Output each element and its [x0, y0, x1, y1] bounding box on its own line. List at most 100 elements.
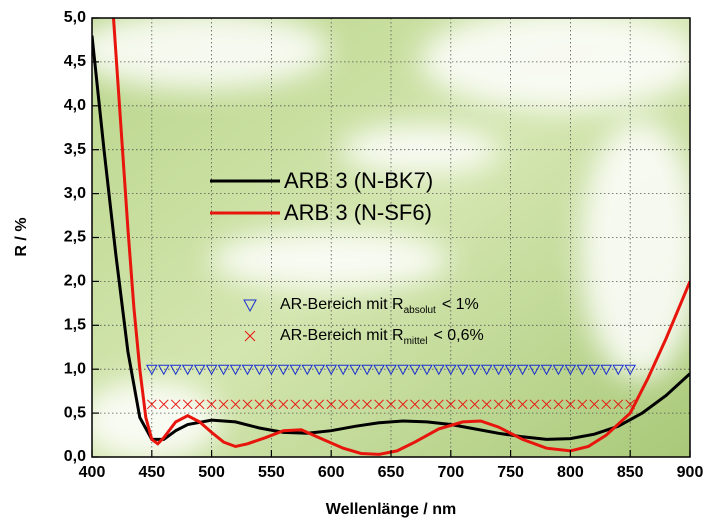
marker-cross: [146, 399, 157, 410]
marker-triangle: [229, 364, 242, 376]
marker-triangle: [516, 364, 529, 376]
marker-cross: [182, 399, 193, 410]
marker-cross: [290, 399, 301, 410]
marker-triangle: [552, 364, 565, 376]
marker-cross: [469, 399, 480, 410]
marker-triangle: [540, 364, 553, 376]
legend-swatch: [244, 330, 256, 342]
marker-cross: [170, 399, 181, 410]
y-tick-label: 5,0: [64, 9, 86, 26]
marker-cross: [445, 399, 456, 410]
x-tick-label: 900: [677, 464, 704, 481]
marker-cross: [613, 399, 624, 410]
marker-triangle: [444, 364, 457, 376]
marker-triangle: [157, 364, 170, 376]
y-tick-label: 3,5: [64, 141, 86, 158]
marker-cross: [374, 399, 384, 410]
marker-triangle: [385, 364, 397, 376]
x-tick-label: 850: [617, 464, 644, 481]
marker-triangle: [397, 364, 409, 376]
marker-triangle: [289, 364, 302, 376]
marker-triangle: [217, 364, 230, 376]
legend-label: ARB 3 (N-BK7): [284, 168, 433, 193]
marker-triangle: [193, 364, 206, 376]
x-tick-label: 400: [79, 464, 106, 481]
y-tick-label: 3,0: [64, 185, 86, 202]
marker-triangle: [145, 364, 158, 376]
marker-cross: [517, 399, 528, 410]
marker-cross: [266, 399, 277, 410]
legend-label: AR-Bereich mit Rmittel < 0,6%: [280, 327, 484, 346]
x-tick-label: 500: [198, 464, 225, 481]
legend-label: AR-Bereich mit Rabsolut < 1%: [280, 296, 479, 315]
data-line: [112, 18, 690, 456]
legend-label-main: AR-Bereich mit R: [280, 327, 404, 344]
marker-cross: [254, 399, 265, 410]
marker-cross: [457, 399, 468, 410]
marker-cross: [362, 399, 372, 410]
marker-triangle: [169, 364, 182, 376]
legend-label: ARB 3 (N-SF6): [284, 200, 432, 225]
marker-triangle: [588, 364, 601, 376]
y-tick-label: 0,5: [64, 404, 86, 421]
y-tick-label: 2,5: [64, 229, 86, 246]
marker-triangle: [480, 364, 493, 376]
legend-label-suffix: < 1%: [442, 296, 479, 313]
marker-cross: [218, 399, 229, 410]
legend-label-suffix: < 0,6%: [433, 327, 483, 344]
marker-triangle: [349, 364, 361, 376]
background: [92, 18, 690, 457]
x-tick-label: 750: [497, 464, 524, 481]
marker-triangle: [624, 364, 637, 376]
marker-cross: [553, 399, 564, 410]
marker-triangle: [528, 364, 541, 376]
x-tick-label: 600: [318, 464, 345, 481]
marker-cross: [158, 399, 169, 410]
marker-cross: [206, 399, 217, 410]
marker-cross: [433, 399, 444, 410]
marker-cross: [601, 399, 612, 410]
legend-label-sub: absolut: [404, 305, 436, 316]
x-tick-label: 800: [557, 464, 584, 481]
marker-triangle: [253, 364, 266, 376]
marker-cross: [529, 399, 540, 410]
marker-cross: [326, 399, 337, 410]
marker-triangle: [313, 364, 326, 376]
marker-triangle: [576, 364, 589, 376]
marker-triangle: [265, 364, 278, 376]
marker-cross: [505, 399, 516, 410]
marker-triangle: [600, 364, 613, 376]
marker-cross: [577, 399, 588, 410]
x-tick-label: 550: [258, 464, 285, 481]
legend-swatch: [243, 299, 257, 313]
legend-label-main: AR-Bereich mit R: [280, 296, 404, 313]
x-tick-label: 650: [378, 464, 405, 481]
y-tick-label: 0,0: [64, 448, 86, 465]
marker-cross: [242, 399, 253, 410]
marker-cross: [422, 399, 432, 410]
marker-cross: [338, 399, 349, 410]
marker-triangle: [181, 364, 194, 376]
marker-cross: [410, 399, 420, 410]
marker-cross: [278, 399, 289, 410]
marker-triangle: [421, 364, 433, 376]
marker-cross: [493, 399, 504, 410]
marker-triangle: [241, 364, 254, 376]
legend-label-sub: mittel: [404, 336, 428, 347]
marker-triangle: [456, 364, 469, 376]
marker-triangle: [277, 364, 290, 376]
marker-cross: [589, 399, 600, 410]
marker-cross: [302, 399, 313, 410]
y-tick-label: 1,0: [64, 360, 86, 377]
marker-triangle: [612, 364, 625, 376]
legend: ARB 3 (N-BK7) ARB 3 (N-SF6) AR-Bereich mit…: [210, 168, 484, 347]
marker-triangle: [492, 364, 505, 376]
marker-triangle: [373, 364, 385, 376]
x-axis-label: Wellenlänge / nm: [326, 501, 456, 518]
marker-triangle: [468, 364, 481, 376]
marker-triangle: [409, 364, 421, 376]
axes: 400 450 500 550 600 650 700 750 800 850 900 0,0 0,5 1…: [64, 9, 704, 481]
y-axis-label: R / %: [13, 217, 30, 256]
marker-triangle: [205, 364, 218, 376]
marker-triangle: [432, 364, 445, 376]
